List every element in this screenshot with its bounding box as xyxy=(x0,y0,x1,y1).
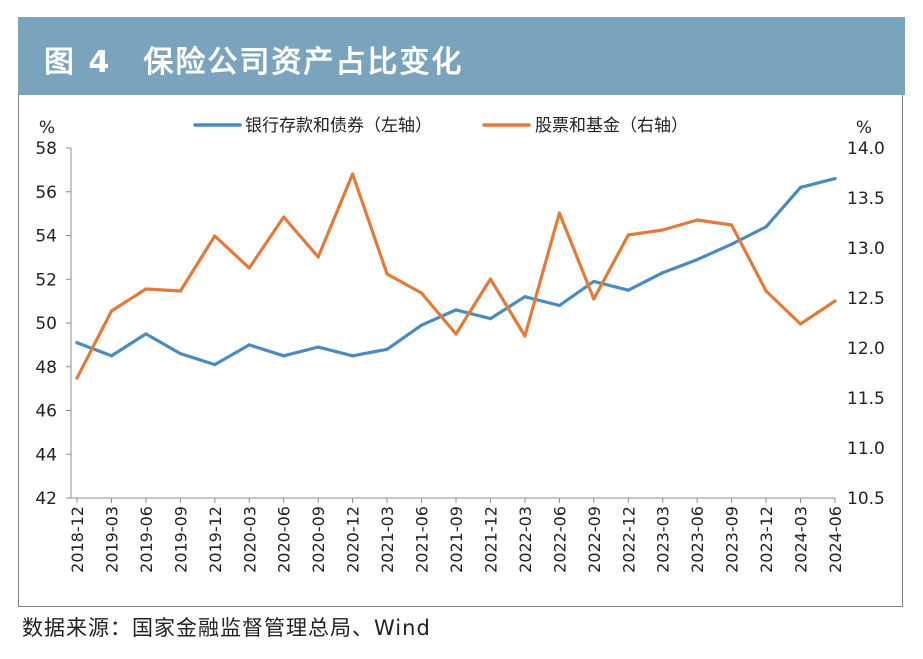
x-tick-label: 2019-03 xyxy=(102,506,121,573)
left-tick-label: 42 xyxy=(35,489,57,509)
x-tick-label: 2023-06 xyxy=(688,506,707,573)
x-tick-label: 2024-03 xyxy=(792,506,811,573)
x-tick-label: 2022-12 xyxy=(619,506,638,573)
x-tick-label: 2020-03 xyxy=(240,506,259,573)
data-point xyxy=(764,225,768,229)
series-layer xyxy=(75,172,837,380)
right-axis-unit: % xyxy=(856,118,872,138)
data-point xyxy=(385,347,389,351)
left-tick-label: 54 xyxy=(35,227,57,247)
legend: 银行存款和债券（左轴） 股票和基金（右轴） xyxy=(193,116,688,136)
left-tick-label: 48 xyxy=(35,358,57,378)
x-tick-label: 2022-06 xyxy=(550,506,569,573)
data-point xyxy=(557,211,561,215)
data-point xyxy=(351,172,355,176)
data-point xyxy=(75,341,79,345)
data-point xyxy=(592,279,596,284)
x-tick-label: 2023-09 xyxy=(723,506,742,573)
x-tick-label: 2020-12 xyxy=(344,506,363,573)
data-point xyxy=(351,354,355,358)
right-tick-label: 10.5 xyxy=(847,489,885,509)
data-point xyxy=(730,242,734,246)
data-point xyxy=(144,332,148,336)
data-point xyxy=(454,308,458,312)
data-point xyxy=(247,266,251,270)
data-point xyxy=(523,295,527,299)
data-point xyxy=(764,289,768,293)
x-tick-label: 2018-12 xyxy=(68,506,87,573)
right-tick-label: 13.5 xyxy=(847,189,885,209)
x-tick-label: 2019-09 xyxy=(171,506,190,573)
x-tick-label: 2019-06 xyxy=(137,506,156,573)
chart-title: 图 4 保险公司资产占比变化 xyxy=(44,45,464,80)
data-point xyxy=(592,297,596,301)
data-point xyxy=(730,223,734,227)
right-tick-label: 12.0 xyxy=(847,339,885,359)
left-tick-label: 56 xyxy=(35,183,57,203)
data-point xyxy=(385,272,389,276)
right-tick-label: 13.0 xyxy=(847,239,885,259)
right-tick-label: 12.5 xyxy=(847,289,885,309)
title-bar: 图 4 保险公司资产占比变化 xyxy=(18,17,905,95)
x-tick-label: 2024-06 xyxy=(826,506,845,573)
data-source: 数据来源：国家金融监督管理总局、Wind xyxy=(22,616,431,640)
data-point xyxy=(109,309,114,313)
right-tick-label: 14.0 xyxy=(847,139,885,159)
x-tick-label: 2023-03 xyxy=(654,506,673,573)
axes: 42 44 46 48 50 52 54 56 58% 10.5 11.0 11.5 12.0 12.5 1… xyxy=(35,118,885,573)
x-tick-label: 2021-03 xyxy=(378,506,397,573)
data-point xyxy=(316,255,320,259)
left-tick-label: 58 xyxy=(35,139,57,159)
data-point xyxy=(247,343,251,347)
data-point xyxy=(626,288,630,292)
x-tick-label: 2019-12 xyxy=(206,506,225,573)
data-point xyxy=(695,218,699,222)
data-point xyxy=(798,322,803,326)
data-point xyxy=(144,287,148,291)
left-tick-label: 46 xyxy=(35,402,57,422)
data-point xyxy=(454,332,458,336)
x-tick-label: 2021-09 xyxy=(447,506,466,573)
data-point xyxy=(419,291,424,295)
data-point xyxy=(109,354,114,358)
legend-label: 股票和基金（右轴） xyxy=(535,116,688,136)
data-point xyxy=(557,303,561,308)
left-tick-label: 50 xyxy=(35,314,57,334)
x-tick-label: 2020-09 xyxy=(309,506,328,573)
x-tick-label: 2021-06 xyxy=(413,506,432,573)
right-tick-label: 11.5 xyxy=(847,389,885,409)
data-point xyxy=(661,228,665,232)
data-point xyxy=(75,376,79,380)
x-tick-label: 2020-06 xyxy=(275,506,294,573)
left-axis-unit: % xyxy=(39,118,55,138)
series-line-stocks-funds xyxy=(75,172,837,380)
left-tick-label: 52 xyxy=(35,270,57,290)
chart-frame xyxy=(18,95,903,607)
data-point xyxy=(213,234,217,238)
data-point xyxy=(316,345,320,349)
data-point xyxy=(661,271,665,275)
data-point xyxy=(488,317,493,321)
x-tick-label: 2022-03 xyxy=(516,506,535,573)
data-point xyxy=(798,185,803,189)
data-point xyxy=(178,289,182,293)
data-point xyxy=(833,177,837,181)
data-point xyxy=(626,233,630,237)
data-point xyxy=(419,323,424,327)
data-point xyxy=(488,277,493,281)
data-point xyxy=(178,352,182,356)
x-tick-label: 2022-09 xyxy=(585,506,604,573)
data-point xyxy=(282,354,286,358)
data-point xyxy=(695,257,699,262)
x-tick-label: 2021-12 xyxy=(481,506,500,573)
data-point xyxy=(523,334,527,338)
legend-label: 银行存款和债券（左轴） xyxy=(245,116,432,136)
right-tick-label: 11.0 xyxy=(847,439,885,459)
data-point xyxy=(833,299,837,303)
left-tick-label: 44 xyxy=(35,445,57,465)
x-tick-label: 2023-12 xyxy=(757,506,776,573)
data-point xyxy=(282,215,286,219)
data-point xyxy=(213,362,217,367)
